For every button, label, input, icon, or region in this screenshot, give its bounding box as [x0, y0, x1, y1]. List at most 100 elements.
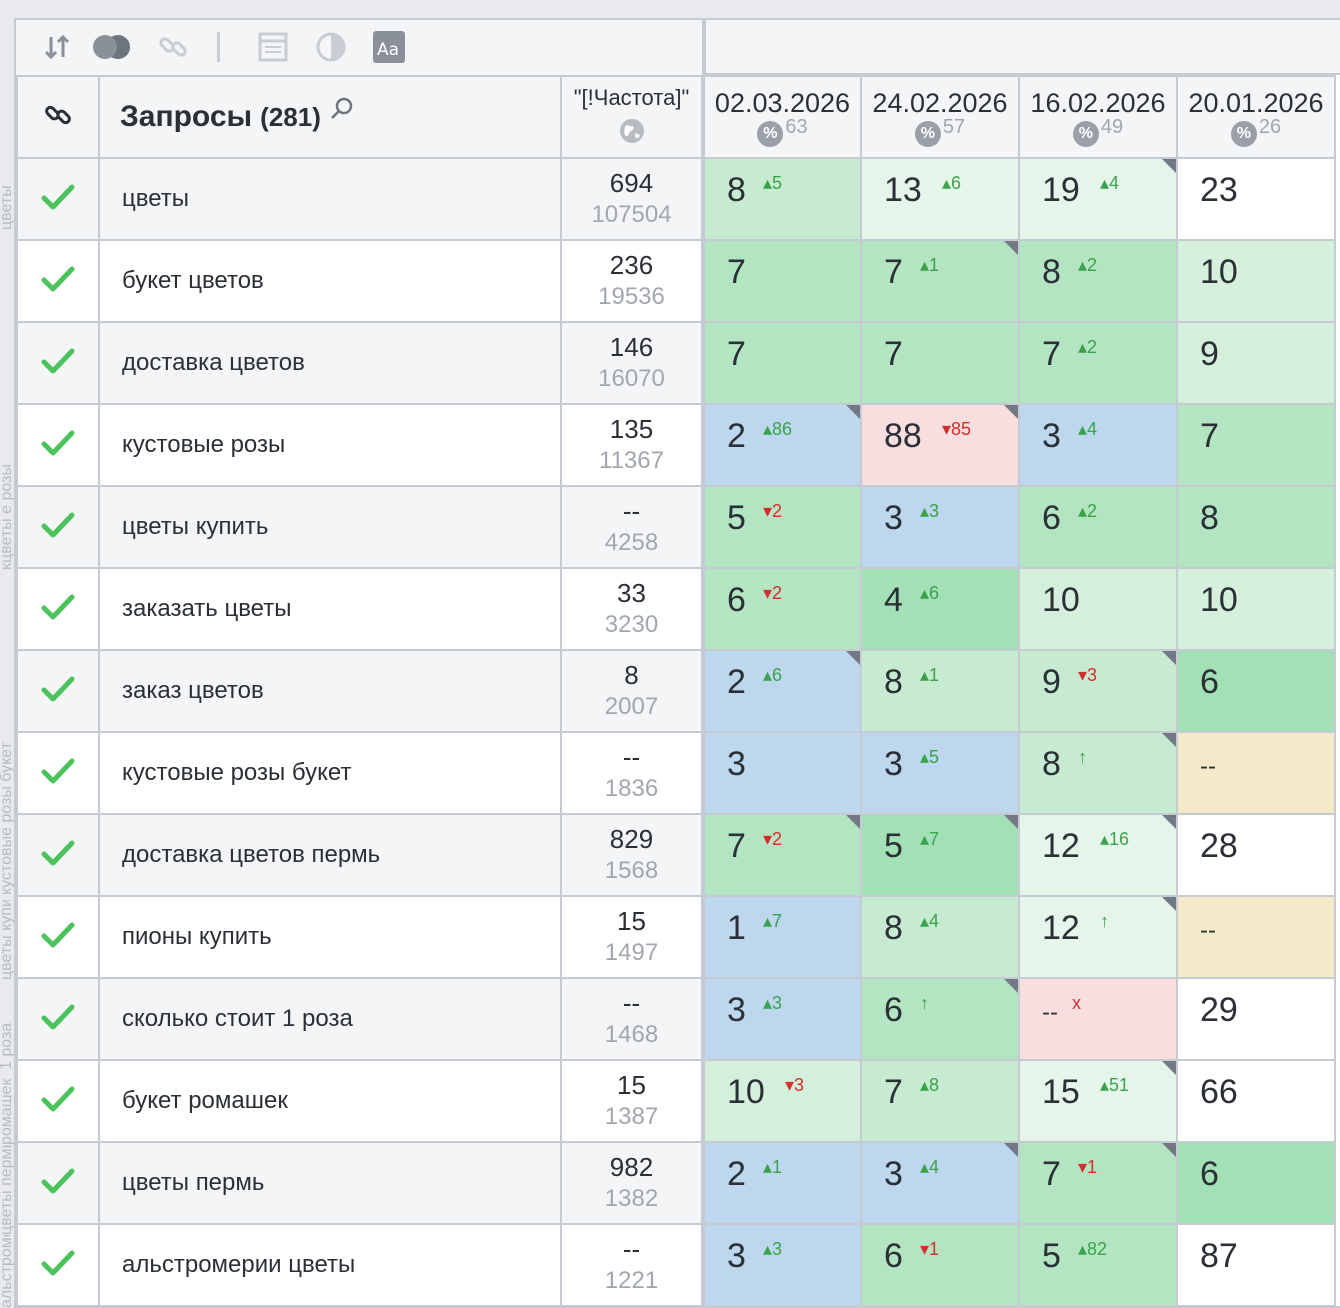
- position-cell[interactable]: 6: [1176, 649, 1336, 733]
- query-cell[interactable]: цветы пермь: [98, 1141, 562, 1225]
- status-cell[interactable]: [16, 649, 100, 733]
- position-cell[interactable]: 7: [701, 321, 862, 405]
- position-cell[interactable]: 7 ▴8: [860, 1059, 1020, 1143]
- date-column-header[interactable]: 24.02.2026 % 57: [860, 75, 1020, 159]
- position-cell[interactable]: 8 ↑: [1018, 731, 1178, 815]
- status-cell[interactable]: [16, 895, 100, 979]
- position-cell[interactable]: 3 ▴3: [701, 1223, 862, 1306]
- position-cell[interactable]: 3 ▴3: [860, 485, 1020, 569]
- position-cell[interactable]: 2 ▴1: [701, 1141, 862, 1225]
- position-cell[interactable]: 6 ▾1: [860, 1223, 1020, 1306]
- position-cell[interactable]: --: [1176, 895, 1336, 979]
- query-cell[interactable]: заказать цветы: [98, 567, 562, 651]
- position-cell[interactable]: 6: [1176, 1141, 1336, 1225]
- query-cell[interactable]: букет цветов: [98, 239, 562, 323]
- table-row[interactable]: заказ цветов 8 2007 2 ▴6 8 ▴1 9 ▾3 6: [16, 649, 1336, 733]
- status-cell[interactable]: [16, 157, 100, 241]
- date-column-header[interactable]: 16.02.2026 % 49: [1018, 75, 1178, 159]
- position-cell[interactable]: 66: [1176, 1059, 1336, 1143]
- position-cell[interactable]: 7: [1176, 403, 1336, 487]
- table-row[interactable]: букет цветов 236 19536 7 7 ▴1 8 ▴2 10: [16, 239, 1336, 323]
- position-cell[interactable]: 7: [860, 321, 1020, 405]
- link-icon[interactable]: [43, 100, 73, 130]
- position-cell[interactable]: 2 ▴6: [701, 649, 862, 733]
- status-cell[interactable]: [16, 403, 100, 487]
- position-cell[interactable]: 23: [1176, 157, 1336, 241]
- table-row[interactable]: цветы 694 107504 8 ▴5 13 ▴6 19 ▴4 23: [16, 157, 1336, 241]
- query-cell[interactable]: пионы купить: [98, 895, 562, 979]
- position-cell[interactable]: 10: [1176, 567, 1336, 651]
- link-column-header[interactable]: [16, 75, 100, 159]
- position-cell[interactable]: 7: [701, 239, 862, 323]
- position-cell[interactable]: 8 ▴4: [860, 895, 1020, 979]
- position-cell[interactable]: 88 ▾85: [860, 403, 1020, 487]
- position-cell[interactable]: 9 ▾3: [1018, 649, 1178, 733]
- query-cell[interactable]: заказ цветов: [98, 649, 562, 733]
- position-cell[interactable]: 3 ▴5: [860, 731, 1020, 815]
- status-cell[interactable]: [16, 1141, 100, 1225]
- query-cell[interactable]: доставка цветов: [98, 321, 562, 405]
- position-cell[interactable]: 15 ▴51: [1018, 1059, 1178, 1143]
- font-size-icon[interactable]: Aa: [372, 31, 406, 63]
- position-cell[interactable]: 3 ▴4: [1018, 403, 1178, 487]
- table-row[interactable]: букет ромашек 15 1387 10 ▾3 7 ▴8 15 ▴51 66: [16, 1059, 1336, 1143]
- table-row[interactable]: пионы купить 15 1497 1 ▴7 8 ▴4 12 ↑ --: [16, 895, 1336, 979]
- status-cell[interactable]: [16, 1223, 100, 1306]
- table-row[interactable]: цветы пермь 982 1382 2 ▴1 3 ▴4 7 ▾1 6: [16, 1141, 1336, 1225]
- position-cell[interactable]: 19 ▴4: [1018, 157, 1178, 241]
- status-cell[interactable]: [16, 1059, 100, 1143]
- position-cell[interactable]: 5 ▴82: [1018, 1223, 1178, 1306]
- table-row[interactable]: цветы купить -- 4258 5 ▾2 3 ▴3 6 ▴2 8: [16, 485, 1336, 569]
- queries-column-header[interactable]: Запросы (281): [98, 75, 562, 159]
- position-cell[interactable]: 8 ▴2: [1018, 239, 1178, 323]
- query-cell[interactable]: сколько стоит 1 роза: [98, 977, 562, 1061]
- position-cell[interactable]: 8: [1176, 485, 1336, 569]
- position-cell[interactable]: 10: [1176, 239, 1336, 323]
- position-cell[interactable]: 8 ▴1: [860, 649, 1020, 733]
- query-cell[interactable]: цветы купить: [98, 485, 562, 569]
- position-cell[interactable]: 6 ▴2: [1018, 485, 1178, 569]
- date-column-header[interactable]: 20.01.2026 % 26: [1176, 75, 1336, 159]
- table-row[interactable]: альстромерии цветы -- 1221 3 ▴3 6 ▾1 5 ▴82…: [16, 1223, 1336, 1306]
- position-cell[interactable]: --: [1176, 731, 1336, 815]
- position-cell[interactable]: 6 ▾2: [701, 567, 862, 651]
- position-cell[interactable]: 9: [1176, 321, 1336, 405]
- position-cell[interactable]: 1 ▴7: [701, 895, 862, 979]
- position-cell[interactable]: 3 ▴4: [860, 1141, 1020, 1225]
- position-cell[interactable]: 7 ▾2: [701, 813, 862, 897]
- status-cell[interactable]: [16, 731, 100, 815]
- table-row[interactable]: заказать цветы 33 3230 6 ▾2 4 ▴6 10 10: [16, 567, 1336, 651]
- status-cell[interactable]: [16, 813, 100, 897]
- position-cell[interactable]: 2 ▴86: [701, 403, 862, 487]
- query-cell[interactable]: доставка цветов пермь: [98, 813, 562, 897]
- status-cell[interactable]: [16, 239, 100, 323]
- table-row[interactable]: доставка цветов 146 16070 7 7 7 ▴2 9: [16, 321, 1336, 405]
- position-cell[interactable]: 13 ▴6: [860, 157, 1020, 241]
- frequency-column-header[interactable]: "[!Частота]": [560, 75, 704, 159]
- link-icon[interactable]: [156, 32, 190, 62]
- position-cell[interactable]: 7 ▴1: [860, 239, 1020, 323]
- position-cell[interactable]: 6 ↑: [860, 977, 1020, 1061]
- position-cell[interactable]: 7 ▾1: [1018, 1141, 1178, 1225]
- status-cell[interactable]: [16, 977, 100, 1061]
- query-cell[interactable]: кустовые розы букет: [98, 731, 562, 815]
- position-cell[interactable]: 3 ▴3: [701, 977, 862, 1061]
- status-cell[interactable]: [16, 485, 100, 569]
- window-icon[interactable]: [256, 32, 290, 62]
- position-cell[interactable]: 12 ↑: [1018, 895, 1178, 979]
- position-cell[interactable]: 3: [701, 731, 862, 815]
- status-cell[interactable]: [16, 567, 100, 651]
- query-cell[interactable]: кустовые розы: [98, 403, 562, 487]
- position-cell[interactable]: 4 ▴6: [860, 567, 1020, 651]
- query-cell[interactable]: цветы: [98, 157, 562, 241]
- table-row[interactable]: кустовые розы 135 11367 2 ▴86 88 ▾85 3 ▴4 …: [16, 403, 1336, 487]
- table-row[interactable]: кустовые розы букет -- 1836 3 3 ▴5 8 ↑ --: [16, 731, 1336, 815]
- position-cell[interactable]: 87: [1176, 1223, 1336, 1306]
- position-cell[interactable]: 10: [1018, 567, 1178, 651]
- table-row[interactable]: доставка цветов пермь 829 1568 7 ▾2 5 ▴7 1…: [16, 813, 1336, 897]
- position-cell[interactable]: 8 ▴5: [701, 157, 862, 241]
- query-cell[interactable]: букет ромашек: [98, 1059, 562, 1143]
- position-cell[interactable]: 12 ▴16: [1018, 813, 1178, 897]
- position-cell[interactable]: 5 ▾2: [701, 485, 862, 569]
- sort-icon[interactable]: [42, 32, 72, 62]
